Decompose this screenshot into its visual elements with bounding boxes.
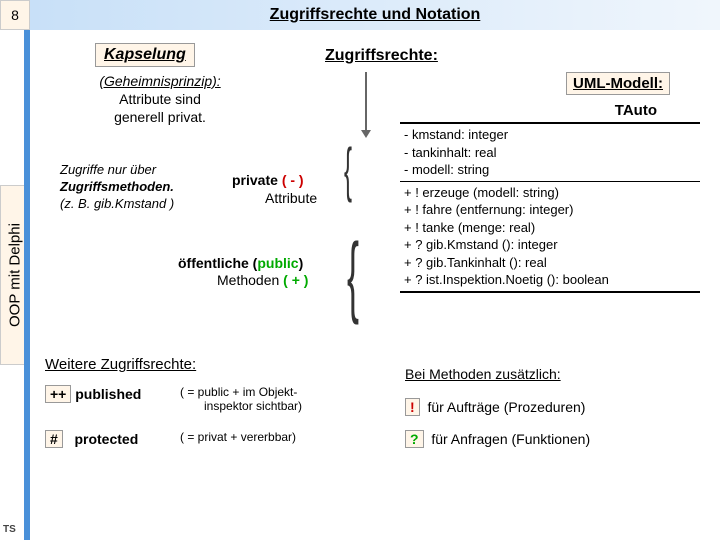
public-methods: Methoden ( + )	[217, 272, 308, 288]
uml-method: + ? ist.Inspektion.Noetig (): boolean	[404, 271, 696, 289]
further-heading: Weitere Zugriffsrechte:	[45, 356, 196, 373]
uml-class-box: - kmstand: integer- tankinhalt: real- mo…	[400, 122, 700, 293]
arrow-down-icon	[365, 72, 367, 132]
published-desc: ( = public + im Objekt- inspektor sichtb…	[180, 385, 302, 413]
uml-method: + ! tanke (menge: real)	[404, 219, 696, 237]
uml-method: + ? gib.Kmstand (): integer	[404, 236, 696, 254]
private-label: private ( - )	[232, 172, 304, 188]
content-area: Kapselung Zugriffsrechte: (Geheimnisprin…	[40, 40, 715, 535]
brace-icon: {	[344, 135, 352, 204]
uml-attr: - modell: string	[404, 161, 696, 179]
brace-icon: {	[347, 225, 359, 328]
private-attribute: Attribute	[265, 190, 317, 206]
zugriffsrechte-heading: Zugriffsrechte:	[325, 47, 438, 65]
auftrag-row: ! für Aufträge (Prozeduren)	[405, 398, 585, 416]
uml-attr: - kmstand: integer	[404, 126, 696, 144]
methods-extra-heading: Bei Methoden zusätzlich:	[405, 366, 561, 382]
side-strip	[24, 30, 30, 540]
uml-method: + ? gib.Tankinhalt (): real	[404, 254, 696, 272]
uml-heading: UML-Modell:	[566, 72, 670, 95]
corner-label: TS	[3, 524, 16, 535]
protected-desc: ( = privat + vererbbar)	[180, 430, 296, 444]
uml-method: + ! erzeuge (modell: string)	[404, 184, 696, 202]
geheimnisprinzip-text: (Geheimnisprinzip): Attribute sind gener…	[75, 72, 245, 127]
zugriffe-text: Zugriffe nur über Zugriffsmethoden. (z. …	[60, 162, 230, 213]
uml-classname: TAuto	[615, 102, 657, 119]
published-row: ++ published	[45, 385, 141, 403]
protected-row: # protected	[45, 430, 138, 448]
public-label: öffentliche (public)	[178, 255, 303, 271]
uml-method: + ! fahre (entfernung: integer)	[404, 201, 696, 219]
uml-attr: - tankinhalt: real	[404, 144, 696, 162]
page-number: 8	[0, 0, 30, 30]
anfrage-row: ? für Anfragen (Funktionen)	[405, 430, 590, 448]
page-title: Zugriffsrechte und Notation	[30, 0, 720, 30]
kapselung-heading: Kapselung	[95, 43, 195, 67]
